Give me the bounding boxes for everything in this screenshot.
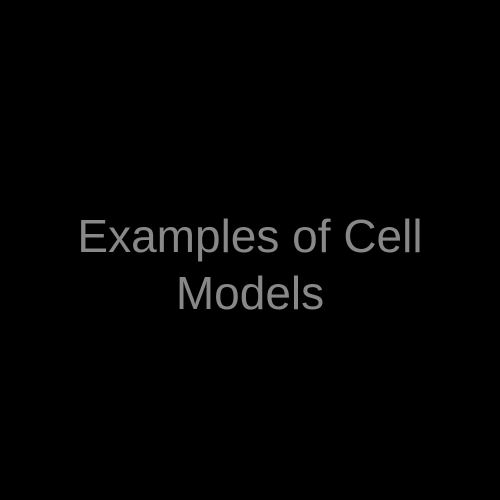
title-slide: Examples of Cell Models <box>0 208 500 323</box>
slide-title: Examples of Cell Models <box>20 208 480 323</box>
